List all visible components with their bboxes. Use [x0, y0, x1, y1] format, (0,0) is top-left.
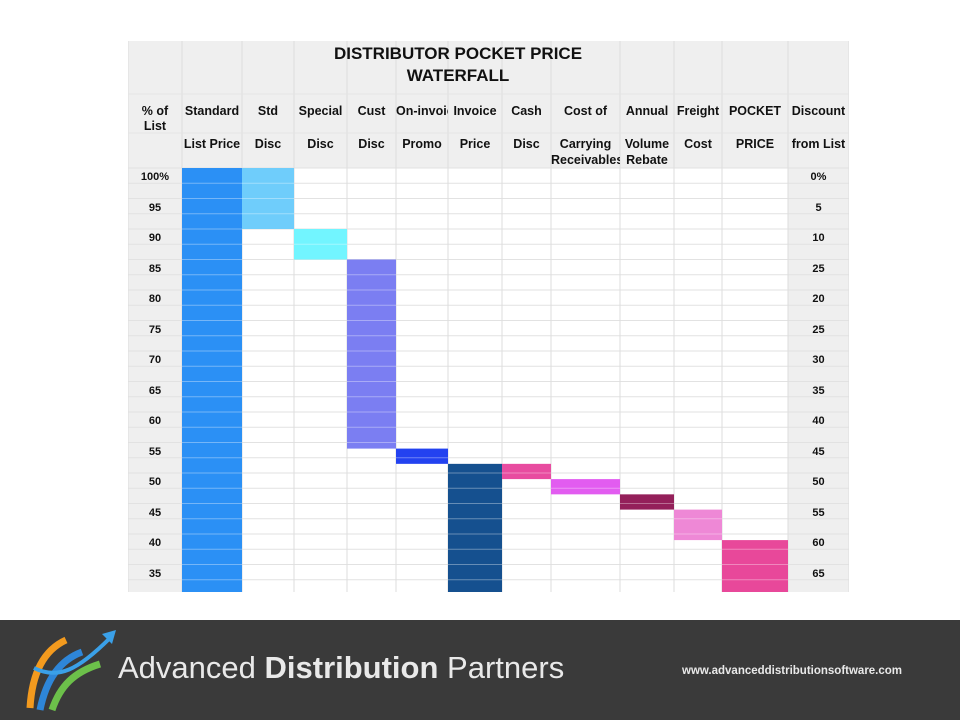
discount-label: 55	[812, 506, 825, 519]
column-header-10-line1: POCKET	[728, 104, 782, 118]
brand-name-bold: Distribution	[264, 650, 439, 685]
column-header-9-line1: Freight	[676, 104, 720, 118]
discount-label: 20	[812, 293, 825, 305]
brand-name: Advanced Distribution Partners	[118, 650, 564, 686]
row-header-line1: % of	[141, 104, 169, 118]
discount-label: 30	[812, 354, 825, 366]
column-header-11-line1: Discount	[791, 104, 846, 118]
footer-bar: Advanced Distribution Partners www.advan…	[0, 620, 960, 720]
bar-on-invoice-promo	[396, 448, 448, 464]
y-tick-label: 55	[148, 445, 162, 458]
spreadsheet-chart: DISTRIBUTOR POCKET PRICE WATERFALL % of L…	[128, 41, 849, 592]
column-header-5-line1: Invoice	[453, 104, 497, 118]
y-tick-label: 35	[148, 567, 162, 580]
chart-title: DISTRIBUTOR POCKET PRICE WATERFALL	[128, 43, 788, 87]
discount-label: 40	[812, 415, 825, 427]
column-header-1-line1: Std	[257, 104, 279, 118]
column-header-5-line2: Price	[459, 137, 491, 151]
discount-label: 45	[812, 445, 825, 458]
column-header-8-line2: Volume	[624, 137, 670, 151]
row-header-line2: List	[143, 119, 167, 133]
bar-cust-disc	[347, 259, 396, 449]
column-header-8-line3: Rebate	[626, 153, 668, 167]
bar-special-disc	[294, 229, 347, 260]
column-header-7-line2: Carrying	[559, 137, 612, 151]
discount-label: 60	[812, 537, 825, 549]
discount-label: 25	[812, 262, 825, 275]
column-header-2-line2: Disc	[307, 137, 334, 151]
bar-annual-volume	[620, 494, 674, 510]
bar-pocket-price	[722, 540, 788, 592]
discount-label: 35	[812, 384, 825, 397]
discount-label: 0%	[810, 171, 827, 183]
column-header-4-line2: Promo	[402, 137, 442, 151]
discount-label: 65	[812, 567, 825, 580]
discount-label: 5	[815, 201, 822, 214]
column-header-0-line2: List Price	[183, 137, 241, 151]
website-url[interactable]: www.advanceddistributionsoftware.com	[682, 665, 903, 677]
column-header-6-line1: Cash	[511, 104, 542, 118]
column-header-1-line2: Disc	[254, 137, 282, 151]
y-tick-label: 100%	[140, 171, 170, 183]
y-tick-label: 60	[148, 415, 162, 427]
bar-cost-of-carrying	[551, 479, 620, 495]
y-tick-label: 40	[148, 537, 162, 549]
waterfall-chart	[128, 41, 849, 592]
bar-standard-list-price	[182, 168, 242, 592]
brand-name-part2: Partners	[438, 650, 565, 685]
y-tick-label: 65	[148, 384, 162, 397]
y-tick-label: 45	[148, 506, 162, 519]
column-header-9-line2: Cost	[684, 137, 712, 151]
column-header-6-line2: Disc	[513, 137, 540, 151]
company-logo-icon	[26, 630, 116, 712]
y-tick-label: 95	[148, 201, 162, 214]
column-header-10-line2: PRICE	[735, 137, 775, 151]
y-tick-label: 85	[148, 262, 162, 275]
discount-label: 10	[812, 232, 825, 244]
chart-title-line1: DISTRIBUTOR POCKET PRICE	[333, 44, 583, 63]
bar-std-disc	[242, 168, 294, 229]
y-tick-label: 75	[148, 323, 162, 336]
column-header-7-line3: Receivables	[551, 153, 620, 167]
column-header-11-line2: from List	[791, 137, 846, 151]
bar-invoice-price	[448, 463, 502, 592]
column-header-3-line2: Disc	[358, 137, 385, 151]
column-header-8-line1: Annual	[625, 104, 669, 118]
column-header-4-line1: On-invoice	[396, 104, 448, 118]
y-tick-label: 90	[148, 232, 162, 244]
column-header-3-line1: Cust	[357, 104, 386, 118]
y-tick-label: 70	[148, 354, 162, 366]
discount-label: 50	[812, 476, 825, 488]
discount-label: 25	[812, 323, 825, 336]
brand-name-part1: Advanced	[118, 650, 265, 685]
bar-freight-cost	[674, 509, 722, 541]
column-header-2-line1: Special	[298, 104, 343, 118]
bar-cash-disc	[502, 463, 551, 480]
column-header-7-line1: Cost of	[563, 104, 608, 118]
y-tick-label: 80	[148, 293, 162, 305]
column-header-0-line1: Standard	[184, 104, 240, 118]
chart-title-line2: WATERFALL	[406, 66, 510, 85]
y-tick-label: 50	[148, 476, 162, 488]
